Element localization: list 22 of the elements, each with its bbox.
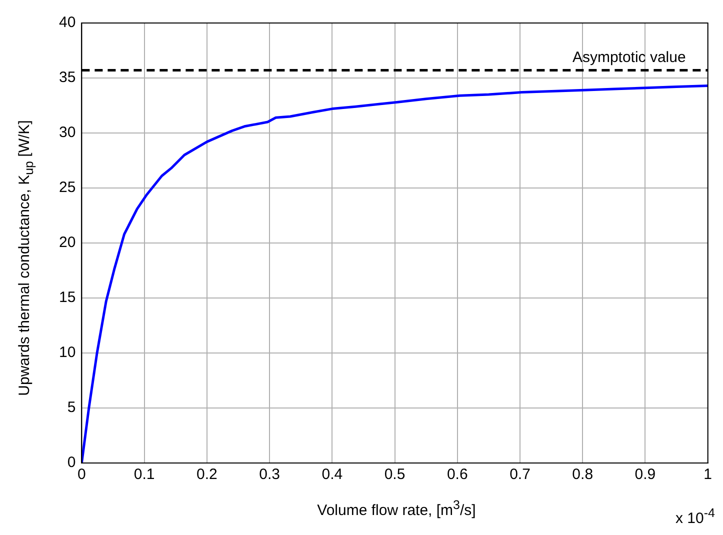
x-tick-label: 0.4: [322, 466, 343, 484]
x-tick-label: 0.7: [510, 466, 530, 484]
x-tick-label: 0.6: [446, 466, 468, 484]
x-tick-label: 0.5: [384, 466, 406, 484]
y-tick-label: 30: [58, 124, 76, 142]
text: x 10$^{-4}$: [676, 506, 715, 527]
y-tick-label: 15: [58, 289, 76, 306]
y-tick-label: 25: [58, 179, 76, 196]
x-axis-title: Volume flow rate, [m$^{3}$/s]: [317, 498, 476, 519]
x-tick-label: 0.2: [196, 466, 218, 484]
y-tick-label: 20: [58, 234, 76, 252]
y-tick-label: 40: [58, 14, 76, 32]
y-tick-label: 35: [58, 69, 76, 86]
x-tick-label: 0.3: [259, 466, 280, 484]
x-tick-label: 0.8: [572, 466, 594, 484]
y-tick-label: 10: [58, 344, 76, 362]
y-tick-label: 0: [67, 454, 76, 472]
x-tick-label: 1: [704, 466, 712, 484]
y-tick-label: 5: [67, 399, 76, 416]
x-tick-label: 0.1: [134, 466, 155, 484]
x-tick-label: 0.9: [634, 466, 656, 484]
ref-line-label: Asymptotic value: [572, 48, 686, 66]
